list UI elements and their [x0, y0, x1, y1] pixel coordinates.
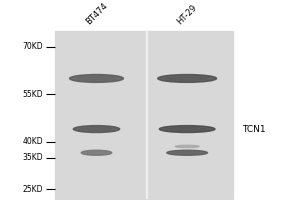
Ellipse shape [168, 127, 207, 131]
Ellipse shape [86, 151, 107, 154]
Ellipse shape [159, 126, 215, 133]
Ellipse shape [167, 150, 208, 155]
Text: HT-29: HT-29 [176, 3, 199, 26]
Ellipse shape [73, 126, 120, 133]
Ellipse shape [70, 75, 124, 82]
Text: 55KD: 55KD [22, 90, 43, 99]
Ellipse shape [78, 76, 116, 80]
Text: 25KD: 25KD [22, 185, 43, 194]
Text: TCN1: TCN1 [242, 125, 266, 134]
Text: 70KD: 70KD [22, 42, 43, 51]
Ellipse shape [81, 150, 112, 155]
Text: BT474: BT474 [84, 1, 109, 26]
Bar [55, 31, 233, 199]
Ellipse shape [80, 127, 113, 131]
Text: 40KD: 40KD [22, 137, 43, 146]
Text: 35KD: 35KD [22, 153, 43, 162]
Ellipse shape [179, 146, 196, 147]
Ellipse shape [167, 76, 208, 80]
Ellipse shape [173, 151, 201, 154]
Ellipse shape [175, 145, 199, 148]
Ellipse shape [158, 75, 217, 82]
